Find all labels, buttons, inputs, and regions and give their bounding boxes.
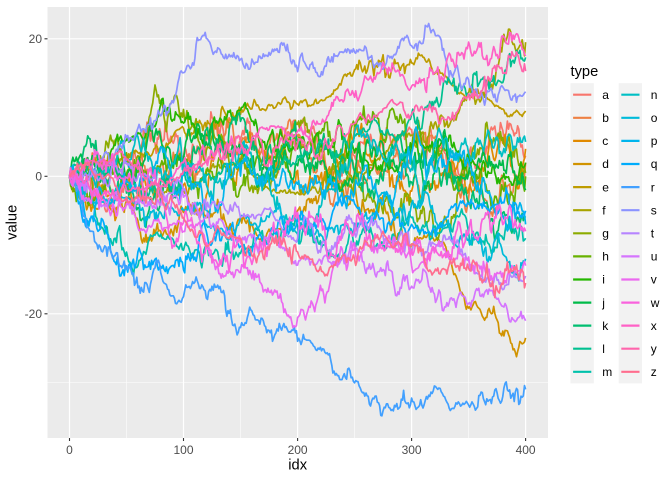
svg-text:value: value <box>5 205 21 240</box>
svg-text:y: y <box>651 342 657 356</box>
svg-text:r: r <box>651 180 655 194</box>
svg-text:20: 20 <box>29 32 43 46</box>
svg-text:z: z <box>651 365 657 379</box>
svg-text:300: 300 <box>402 443 422 457</box>
svg-text:g: g <box>602 227 609 241</box>
svg-text:s: s <box>651 203 657 217</box>
svg-text:j: j <box>601 296 605 310</box>
svg-text:k: k <box>602 319 609 333</box>
svg-text:b: b <box>602 111 609 125</box>
svg-text:200: 200 <box>288 443 308 457</box>
svg-text:type: type <box>571 64 599 80</box>
svg-text:u: u <box>651 250 658 264</box>
svg-text:0: 0 <box>66 443 73 457</box>
svg-text:n: n <box>651 88 658 102</box>
svg-text:a: a <box>602 88 609 102</box>
svg-text:x: x <box>651 319 657 333</box>
svg-text:t: t <box>651 227 655 241</box>
svg-text:c: c <box>602 134 608 148</box>
svg-text:i: i <box>602 273 605 287</box>
svg-text:idx: idx <box>288 457 307 473</box>
svg-text:0: 0 <box>35 170 42 184</box>
svg-text:400: 400 <box>516 443 536 457</box>
svg-text:p: p <box>651 134 658 148</box>
svg-text:e: e <box>602 180 609 194</box>
svg-text:o: o <box>651 111 658 125</box>
svg-text:v: v <box>651 273 657 287</box>
svg-text:l: l <box>602 342 605 356</box>
svg-text:h: h <box>602 250 609 264</box>
svg-text:f: f <box>602 203 606 217</box>
svg-text:-20: -20 <box>25 307 43 321</box>
svg-text:w: w <box>650 296 660 310</box>
svg-text:100: 100 <box>173 443 193 457</box>
svg-text:d: d <box>602 157 609 171</box>
svg-text:q: q <box>651 157 658 171</box>
svg-text:m: m <box>602 365 612 379</box>
